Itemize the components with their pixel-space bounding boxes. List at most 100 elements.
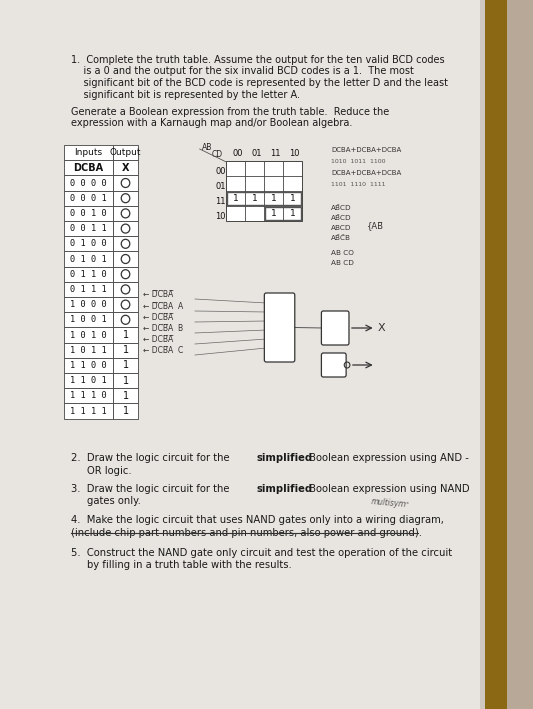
Text: 3.  Draw the logic circuit for the: 3. Draw the logic circuit for the — [71, 484, 233, 494]
FancyBboxPatch shape — [321, 311, 349, 345]
Text: 0 0 0 0: 0 0 0 0 — [70, 179, 107, 187]
Text: 1 0 1 0: 1 0 1 0 — [70, 330, 107, 340]
Text: AB CO: AB CO — [331, 250, 354, 256]
Text: 0 1 0 1: 0 1 0 1 — [70, 255, 107, 264]
Bar — [64, 145, 113, 160]
Bar — [113, 389, 138, 403]
Bar — [113, 175, 138, 191]
Text: Generate a Boolean expression from the truth table.  Reduce the: Generate a Boolean expression from the t… — [71, 107, 390, 117]
Text: ← DC̅B̅A  B: ← DC̅B̅A B — [143, 324, 183, 333]
Bar — [265, 207, 302, 220]
Text: 00: 00 — [215, 167, 226, 176]
Bar — [456, 0, 507, 709]
Text: 11: 11 — [271, 150, 281, 159]
Text: 1: 1 — [123, 376, 128, 386]
Text: 1: 1 — [123, 345, 128, 355]
Bar — [113, 297, 138, 312]
Bar — [64, 252, 113, 267]
Text: significant bit of the BCD code is represented by the letter D and the least: significant bit of the BCD code is repre… — [71, 78, 448, 88]
Bar — [480, 0, 485, 709]
Text: 1 0 1 1: 1 0 1 1 — [70, 346, 107, 354]
Text: CD: CD — [212, 150, 223, 159]
Text: AB CD: AB CD — [331, 260, 354, 266]
Text: 1: 1 — [123, 360, 128, 370]
Text: 0 0 0 1: 0 0 0 1 — [70, 194, 107, 203]
Text: 11: 11 — [215, 197, 226, 206]
Text: ← DCB̅A̅: ← DCB̅A̅ — [143, 335, 173, 344]
Text: 1: 1 — [123, 406, 128, 416]
Text: is a 0 and the output for the six invalid BCD codes is a 1.  The most: is a 0 and the output for the six invali… — [71, 67, 414, 77]
Bar — [113, 328, 138, 342]
Bar — [113, 236, 138, 252]
Bar — [113, 358, 138, 373]
Text: 0 1 1 1: 0 1 1 1 — [70, 285, 107, 294]
Bar — [64, 236, 113, 252]
Bar — [64, 342, 113, 358]
Text: 0 0 1 1: 0 0 1 1 — [70, 224, 107, 233]
Text: 1 0 0 1: 1 0 0 1 — [70, 316, 107, 324]
Text: (include chip part numbers and pin numbers, also power and ground).: (include chip part numbers and pin numbe… — [71, 527, 422, 537]
Text: Boolean expression using NAND: Boolean expression using NAND — [306, 484, 470, 494]
Text: DCBA+DCBA+DCBA: DCBA+DCBA+DCBA — [331, 170, 401, 176]
Text: 2.  Draw the logic circuit for the: 2. Draw the logic circuit for the — [71, 453, 233, 463]
Bar — [113, 281, 138, 297]
Text: 1 1 1 1: 1 1 1 1 — [70, 406, 107, 415]
Text: X: X — [377, 323, 385, 333]
Bar — [113, 252, 138, 267]
Text: 0 0 1 0: 0 0 1 0 — [70, 209, 107, 218]
Text: Boolean expression using AND -: Boolean expression using AND - — [306, 453, 469, 463]
Text: 1 1 0 1: 1 1 0 1 — [70, 376, 107, 385]
Text: gates only.: gates only. — [86, 496, 140, 506]
Bar — [113, 312, 138, 328]
Text: ← D̅C̅BA  A: ← D̅C̅BA A — [143, 302, 183, 311]
Text: 01: 01 — [215, 182, 226, 191]
Bar — [113, 191, 138, 206]
Bar — [64, 160, 113, 175]
Text: 4.  Make the logic circuit that uses NAND gates only into a wiring diagram,: 4. Make the logic circuit that uses NAND… — [71, 515, 444, 525]
Text: significant bit is represented by the letter A.: significant bit is represented by the le… — [71, 89, 300, 99]
Bar — [227, 192, 302, 205]
Text: 1101  1110  1111: 1101 1110 1111 — [331, 182, 385, 187]
Text: simplified: simplified — [257, 453, 313, 463]
Text: 1: 1 — [252, 194, 258, 203]
Text: Inputs: Inputs — [75, 148, 102, 157]
Bar — [227, 161, 302, 221]
Text: by filling in a truth table with the results.: by filling in a truth table with the res… — [86, 561, 291, 571]
Bar — [113, 373, 138, 389]
Text: simplified: simplified — [257, 484, 313, 494]
FancyBboxPatch shape — [321, 353, 346, 377]
Text: {AB̄: {AB̄ — [367, 221, 384, 230]
Text: 01: 01 — [252, 150, 262, 159]
Text: 1: 1 — [123, 391, 128, 401]
Bar — [64, 175, 113, 191]
Text: expression with a Karnaugh map and/or Boolean algebra.: expression with a Karnaugh map and/or Bo… — [71, 118, 353, 128]
Text: 0 1 0 0: 0 1 0 0 — [70, 240, 107, 248]
Text: DCBA: DCBA — [74, 163, 103, 173]
Bar — [113, 221, 138, 236]
Text: DCBA+DCBA+DCBA: DCBA+DCBA+DCBA — [331, 147, 401, 153]
Bar — [64, 281, 113, 297]
Text: Output: Output — [110, 148, 141, 157]
Text: 00: 00 — [232, 150, 243, 159]
Text: 1 0 0 0: 1 0 0 0 — [70, 300, 107, 309]
Text: 1: 1 — [290, 194, 296, 203]
Text: 1.  Complete the truth table. Assume the output for the ten valid BCD codes: 1. Complete the truth table. Assume the … — [71, 55, 445, 65]
Text: 1 1 0 0: 1 1 0 0 — [70, 361, 107, 370]
Bar — [113, 267, 138, 281]
Text: multisymⁿ: multisymⁿ — [371, 497, 410, 509]
Text: 1: 1 — [271, 194, 277, 203]
Text: AB: AB — [201, 143, 212, 152]
Text: OR logic.: OR logic. — [86, 466, 131, 476]
Text: 0 1 1 0: 0 1 1 0 — [70, 269, 107, 279]
Bar — [64, 221, 113, 236]
Bar — [113, 342, 138, 358]
Bar — [64, 389, 113, 403]
Text: AB̄C̄B: AB̄C̄B — [331, 235, 351, 241]
Text: AB̄CD: AB̄CD — [331, 215, 352, 221]
Bar — [64, 403, 113, 418]
Bar — [113, 145, 138, 160]
Text: 1: 1 — [233, 194, 239, 203]
Bar — [113, 160, 138, 175]
Bar — [64, 373, 113, 389]
Text: 10: 10 — [215, 212, 226, 221]
